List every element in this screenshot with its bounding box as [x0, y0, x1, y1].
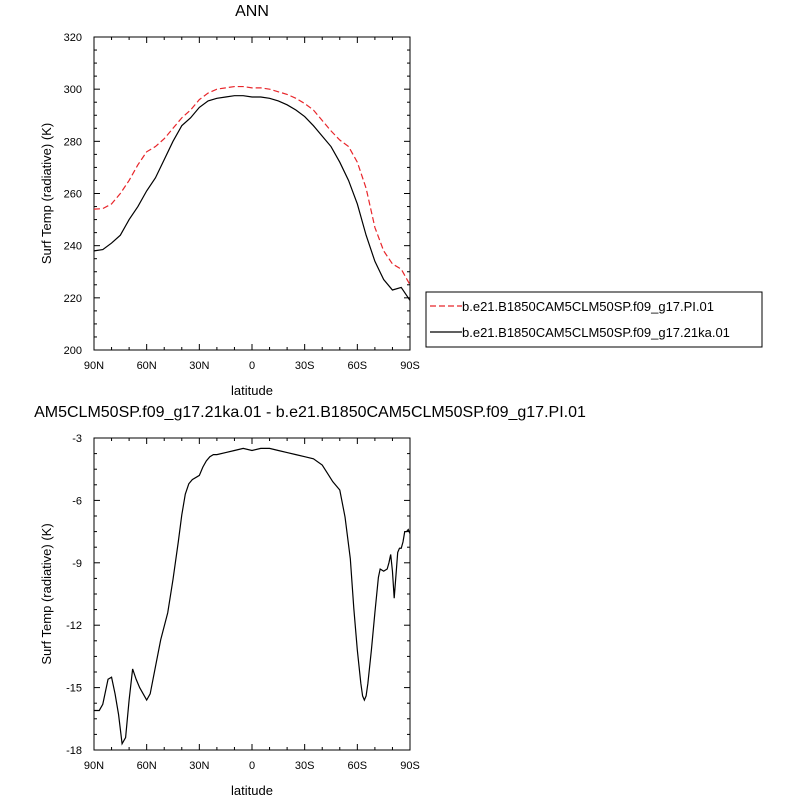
bot-x-tick-label: 30N	[189, 760, 209, 772]
top-y-axis-label: Surf Temp (radiative) (K)	[39, 123, 54, 264]
bot-plot-frame	[93, 437, 411, 751]
bot-x-tick-label: 90S	[400, 760, 420, 772]
bot-y-tick-label: -12	[66, 620, 82, 632]
bot-x-tick-label: 60N	[137, 760, 157, 772]
bottom-chart-title: AM5CLM50SP.f09_g17.21ka.01 - b.e21.B1850…	[34, 404, 586, 421]
top-x-ticks: 90N 60N 30N 0 30S 60S 90S	[84, 37, 420, 372]
bot-x-tick-label: 0	[249, 760, 255, 772]
bot-plot-area: 90N 60N 30N 0 30S 60S 90S -18 -15 -12 -9 -6 -3	[66, 433, 420, 772]
bot-y-tick-label: -15	[66, 683, 82, 695]
bot-x-tick-label: 60S	[348, 760, 368, 772]
bot-y-tick-label: -9	[72, 558, 82, 570]
bot-x-tick-label: 30S	[295, 760, 315, 772]
legend-box	[425, 291, 763, 348]
legend-label-21ka: b.e21.B1850CAM5CLM50SP.f09_g17.21ka.01	[462, 325, 730, 340]
bottom-y-axis-label: Surf Temp (radiative) (K)	[39, 523, 54, 664]
top-plot-frame	[93, 36, 411, 351]
top-chart-title: ANN	[235, 3, 269, 20]
top-x-tick-label: 60N	[137, 360, 157, 372]
top-y-tick-label: 320	[64, 32, 82, 44]
top-y-tick-label: 260	[64, 189, 82, 201]
top-x-tick-label: 0	[249, 360, 255, 372]
top-y-tick-label: 280	[64, 136, 82, 148]
top-x-tick-label: 90N	[84, 360, 104, 372]
bot-y-tick-label: -18	[66, 745, 82, 757]
top-y-tick-label: 240	[64, 241, 82, 253]
top-x-tick-label: 60S	[348, 360, 368, 372]
top-y-tick-label: 200	[64, 345, 82, 357]
top-y-tick-label: 220	[64, 293, 82, 305]
top-x-tick-label: 30S	[295, 360, 315, 372]
bottom-x-axis-label: latitude	[231, 783, 273, 798]
bot-y-ticks: -18 -15 -12 -9 -6 -3	[66, 433, 410, 757]
top-x-tick-label: 90S	[400, 360, 420, 372]
top-x-tick-label: 30N	[189, 360, 209, 372]
legend-label-pi: b.e21.B1850CAM5CLM50SP.f09_g17.PI.01	[462, 299, 714, 314]
top-series-line-0	[93, 85, 411, 286]
top-plot-area: 90N 60N 30N 0 30S 60S 90S 200 220 240 260 280 300 320	[64, 32, 420, 372]
top-y-tick-label: 300	[64, 84, 82, 96]
top-y-ticks: 200 220 240 260 280 300 320	[64, 32, 410, 357]
top-chart-legend: b.e21.B1850CAM5CLM50SP.f09_g17.PI.01 b.e…	[425, 291, 763, 348]
bot-x-tick-label: 90N	[84, 760, 104, 772]
bot-y-tick-label: -6	[72, 495, 82, 507]
top-x-axis-label: latitude	[231, 383, 273, 398]
bot-x-ticks: 90N 60N 30N 0 30S 60S 90S	[84, 438, 420, 772]
bot-series-line-0	[94, 447, 411, 746]
bot-y-tick-label: -3	[72, 433, 82, 445]
top-series-line-1	[93, 95, 411, 301]
